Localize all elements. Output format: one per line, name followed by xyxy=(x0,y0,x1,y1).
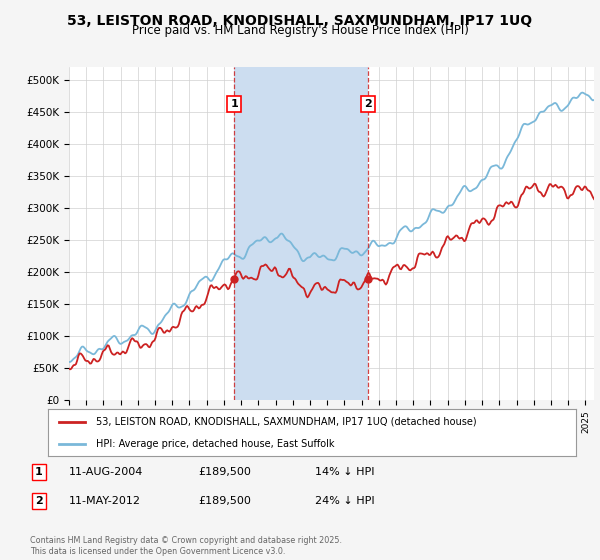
Text: 53, LEISTON ROAD, KNODISHALL, SAXMUNDHAM, IP17 1UQ (detached house): 53, LEISTON ROAD, KNODISHALL, SAXMUNDHAM… xyxy=(95,417,476,427)
Text: Contains HM Land Registry data © Crown copyright and database right 2025.
This d: Contains HM Land Registry data © Crown c… xyxy=(30,536,342,556)
Text: £189,500: £189,500 xyxy=(198,496,251,506)
Text: Price paid vs. HM Land Registry's House Price Index (HPI): Price paid vs. HM Land Registry's House … xyxy=(131,24,469,36)
Text: 1: 1 xyxy=(230,99,238,109)
Text: 11-AUG-2004: 11-AUG-2004 xyxy=(69,467,143,477)
Text: 11-MAY-2012: 11-MAY-2012 xyxy=(69,496,141,506)
Bar xyxy=(235,67,368,400)
Text: 2: 2 xyxy=(364,99,371,109)
Text: 53, LEISTON ROAD, KNODISHALL, SAXMUNDHAM, IP17 1UQ: 53, LEISTON ROAD, KNODISHALL, SAXMUNDHAM… xyxy=(67,14,533,28)
Text: £189,500: £189,500 xyxy=(198,467,251,477)
Text: 24% ↓ HPI: 24% ↓ HPI xyxy=(315,496,374,506)
Text: 1: 1 xyxy=(35,467,43,477)
Text: 2: 2 xyxy=(35,496,43,506)
Text: 14% ↓ HPI: 14% ↓ HPI xyxy=(315,467,374,477)
Text: HPI: Average price, detached house, East Suffolk: HPI: Average price, detached house, East… xyxy=(95,438,334,449)
